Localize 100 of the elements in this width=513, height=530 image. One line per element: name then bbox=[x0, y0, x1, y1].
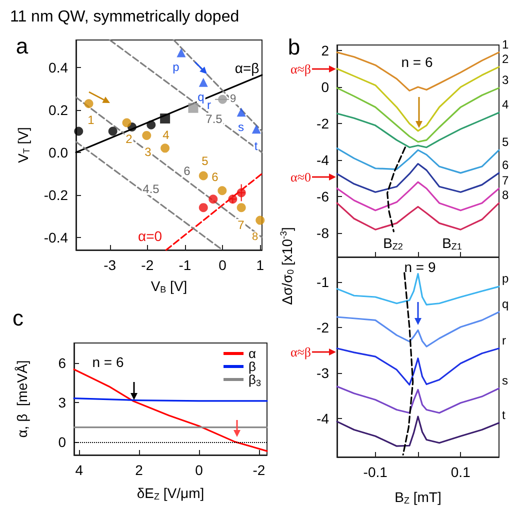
point bbox=[218, 94, 228, 104]
y-tick-label: -8 bbox=[316, 225, 330, 242]
annotation: 4.5 bbox=[142, 182, 160, 196]
y-tick-label: -4 bbox=[316, 152, 330, 168]
point bbox=[236, 108, 246, 117]
point bbox=[236, 188, 246, 198]
point bbox=[208, 194, 218, 204]
chart-title: 11 nm QW, symmetrically doped bbox=[10, 8, 240, 26]
y-tick-label: 6 bbox=[58, 354, 66, 371]
y-tick-label: -1 bbox=[316, 274, 330, 290]
point bbox=[146, 120, 156, 130]
line-series bbox=[402, 272, 414, 456]
text: b bbox=[288, 34, 300, 60]
series-label: 5 bbox=[502, 135, 509, 150]
annotation: 4 bbox=[162, 128, 170, 142]
legend-label: α bbox=[248, 346, 257, 361]
y-tick-label: 0.4 bbox=[48, 60, 68, 76]
annotation: q bbox=[198, 90, 204, 104]
line-series bbox=[336, 273, 500, 306]
series-label: 4 bbox=[502, 98, 509, 112]
point bbox=[256, 216, 265, 225]
annotation: α=β bbox=[234, 60, 260, 76]
line-series bbox=[336, 311, 500, 348]
series-label: s bbox=[502, 373, 508, 388]
series-label: r bbox=[502, 333, 506, 348]
line-series bbox=[336, 52, 500, 92]
point bbox=[198, 171, 208, 180]
line-series bbox=[336, 416, 500, 447]
line-series bbox=[336, 181, 500, 212]
series-label: 3 bbox=[502, 72, 509, 87]
x-tick-label: 4 bbox=[75, 462, 84, 478]
point bbox=[74, 126, 84, 136]
annotation: α=0 bbox=[138, 228, 162, 244]
annotation: p bbox=[172, 60, 180, 74]
point bbox=[198, 203, 208, 212]
annotation: n = 6 bbox=[401, 54, 433, 70]
y-tick-label: -0.4 bbox=[44, 229, 68, 246]
legend-label: β bbox=[248, 359, 256, 374]
point bbox=[160, 144, 170, 153]
series-label: 6 bbox=[502, 158, 509, 172]
x-tick-label: 0 bbox=[218, 257, 227, 273]
line-series bbox=[336, 147, 500, 174]
text: a bbox=[16, 34, 29, 58]
y-tick-label: -3 bbox=[316, 364, 330, 381]
point bbox=[84, 99, 94, 108]
y-tick-label: 0.0 bbox=[48, 144, 68, 160]
series-label: t bbox=[502, 408, 506, 422]
series-label: 1 bbox=[502, 37, 509, 52]
annotation: 6 bbox=[212, 170, 219, 184]
series-label: p bbox=[502, 272, 509, 286]
annotation: 6 bbox=[184, 164, 191, 178]
annotation: t bbox=[254, 139, 258, 153]
annotation: 7 bbox=[238, 218, 245, 232]
annotation: 9 bbox=[230, 93, 236, 105]
x-tick-label: -2 bbox=[141, 257, 154, 273]
x-tick-label: 1 bbox=[256, 257, 264, 273]
y-tick-label: -2 bbox=[316, 116, 330, 132]
annotation: r bbox=[207, 98, 211, 112]
y-axis-title: α, β [meVÅ] bbox=[14, 360, 30, 438]
annotation: 2 bbox=[126, 132, 133, 146]
x-tick-label: 0.1 bbox=[450, 464, 471, 480]
point bbox=[160, 113, 170, 124]
x-tick-label: -2 bbox=[252, 462, 266, 478]
y-axis-title: VT [V] bbox=[15, 127, 32, 163]
annotation: n = 9 bbox=[404, 259, 436, 275]
y-tick-label: 0 bbox=[58, 434, 66, 450]
y-tick-label: -0.2 bbox=[44, 186, 68, 203]
y-tick-label: -4 bbox=[316, 410, 330, 426]
x-tick-label: -3 bbox=[104, 257, 116, 273]
series-label: 7 bbox=[502, 173, 509, 188]
point bbox=[252, 124, 261, 134]
text: α≈β bbox=[290, 344, 312, 360]
point bbox=[142, 130, 152, 140]
annotation: 8 bbox=[252, 231, 258, 243]
point bbox=[108, 126, 118, 136]
text: c bbox=[12, 306, 24, 330]
x-tick-label: 2 bbox=[135, 462, 144, 478]
x-tick-label: -1 bbox=[178, 257, 192, 273]
line-series bbox=[336, 386, 500, 414]
point bbox=[188, 102, 198, 113]
annotation: s bbox=[238, 120, 244, 134]
y-tick-label: 3 bbox=[58, 394, 66, 410]
annotation: 1 bbox=[88, 113, 95, 127]
y-tick-label: -2 bbox=[316, 319, 330, 336]
annotation: 5 bbox=[202, 154, 209, 168]
text: α≈β bbox=[290, 62, 312, 76]
annotation: n = 6 bbox=[92, 354, 124, 370]
series-label: 8 bbox=[502, 188, 509, 202]
annotation: 7.5 bbox=[206, 112, 223, 126]
y-axis-title: Δσ/σ0 [x10-3] bbox=[278, 227, 296, 305]
x-tick-label: -0.1 bbox=[363, 464, 388, 480]
series-label: q bbox=[502, 297, 509, 311]
y-tick-label: 0 bbox=[321, 79, 330, 96]
point bbox=[198, 78, 208, 87]
series-label: 2 bbox=[502, 52, 509, 66]
line-series bbox=[336, 202, 500, 230]
annotation: 3 bbox=[144, 145, 152, 159]
point bbox=[218, 186, 227, 196]
point bbox=[122, 118, 132, 128]
y-tick-label: 0.2 bbox=[48, 102, 68, 118]
